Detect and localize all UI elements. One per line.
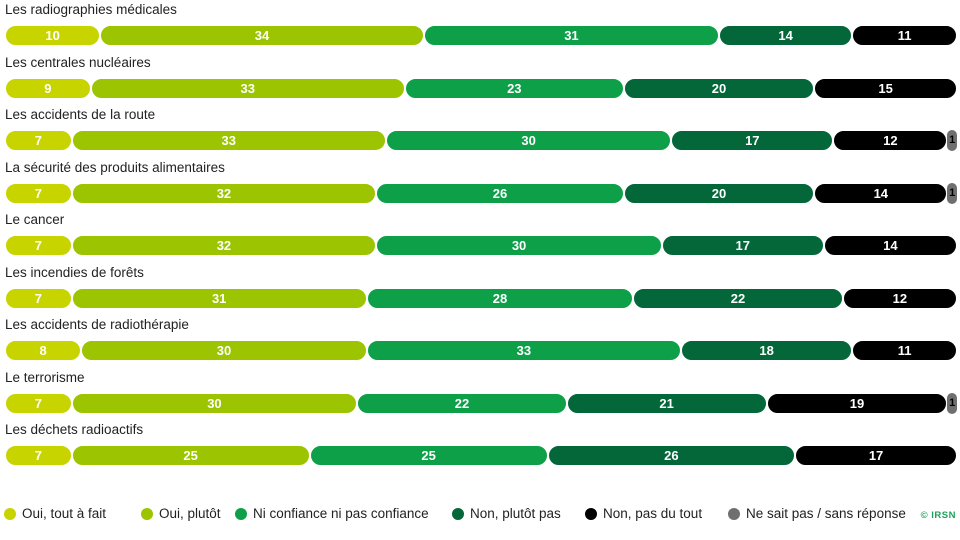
legend-label: Non, plutôt pas bbox=[470, 506, 561, 521]
bar-segment: 28 bbox=[366, 287, 634, 309]
legend-item: Ni confiance ni pas confiance bbox=[235, 506, 429, 521]
bar-segment: 14 bbox=[719, 25, 853, 46]
bar-segment: 7 bbox=[5, 235, 72, 256]
bar-segment: 11 bbox=[852, 340, 957, 361]
bar-segment: 15 bbox=[814, 77, 957, 99]
legend-label: Oui, plutôt bbox=[159, 506, 221, 521]
category-label: Les incendies de forêts bbox=[5, 264, 144, 280]
bar-segment: 17 bbox=[795, 445, 957, 466]
bar-segment: 7 bbox=[5, 392, 72, 414]
bar-segment: 26 bbox=[547, 445, 796, 466]
category-label: Le terrorisme bbox=[5, 369, 85, 385]
bar-segment: 22 bbox=[633, 287, 843, 309]
legend-label: Ne sait pas / sans réponse bbox=[746, 506, 906, 521]
source-credit: © IRSN bbox=[920, 510, 956, 521]
bar-segment: 20 bbox=[623, 77, 815, 99]
legend-item: Non, pas du tout bbox=[585, 506, 702, 521]
legend-swatch bbox=[141, 507, 153, 520]
bar-segment: 11 bbox=[852, 25, 957, 46]
category-label: Les centrales nucléaires bbox=[5, 54, 151, 70]
bar-segment: 7 bbox=[5, 130, 72, 151]
category-label: Les accidents de la route bbox=[5, 107, 156, 122]
bar-segment: 9 bbox=[5, 77, 91, 99]
bar-segment: 25 bbox=[71, 445, 310, 466]
bar-segment: 34 bbox=[100, 25, 424, 46]
bar-segment: 33 bbox=[90, 77, 405, 99]
bar-segment: 20 bbox=[623, 182, 815, 204]
bar-segment: 14 bbox=[814, 182, 948, 204]
category-label: Les accidents de radiothérapie bbox=[5, 317, 189, 332]
legend-label: Oui, tout à fait bbox=[22, 506, 107, 521]
legend-label: Ni confiance ni pas confiance bbox=[253, 506, 429, 521]
bar-segment: 7 bbox=[5, 445, 72, 466]
bar-segment: 7 bbox=[5, 287, 72, 309]
bar-segment: 8 bbox=[5, 340, 82, 361]
bar-segment: 31 bbox=[423, 25, 719, 46]
bar-segment: 31 bbox=[71, 287, 367, 309]
bar-segment: 30 bbox=[71, 392, 358, 414]
legend-swatch bbox=[235, 507, 247, 520]
bar-segment: 32 bbox=[71, 235, 377, 256]
legend-item: Oui, plutôt bbox=[141, 506, 221, 521]
bar-segment: 17 bbox=[661, 235, 824, 256]
bar-segment: 25 bbox=[309, 445, 548, 466]
bar-segment: 30 bbox=[385, 130, 672, 151]
bar-segment: 1 bbox=[947, 130, 957, 151]
legend-swatch bbox=[452, 507, 464, 520]
bar-segment: 17 bbox=[671, 130, 834, 151]
category-label: Le cancer bbox=[5, 212, 65, 227]
bar-segment: 19 bbox=[766, 392, 948, 414]
legend-swatch bbox=[585, 507, 597, 520]
bar-segment: 14 bbox=[823, 235, 957, 256]
legend-swatch bbox=[4, 507, 16, 520]
stacked-bar-chart: Les radiographies médicales 10 34 31 14 11 Les… bbox=[5, 2, 957, 466]
bar-segment: 22 bbox=[357, 392, 567, 414]
category-label: Les radiographies médicales bbox=[5, 2, 177, 17]
legend-item: Ne sait pas / sans réponse bbox=[728, 506, 906, 521]
bar-segment: 10 bbox=[5, 25, 101, 46]
category-label: La sécurité des produits alimentaires bbox=[5, 159, 225, 175]
bar-segment: 1 bbox=[947, 392, 957, 414]
legend-item: Oui, tout à fait bbox=[4, 506, 106, 521]
bar-segment: 30 bbox=[81, 340, 367, 361]
bar-segment: 7 bbox=[5, 182, 72, 204]
category-label: Les déchets radioactifs bbox=[5, 422, 144, 437]
bar-segment: 32 bbox=[71, 182, 377, 204]
bar-segment: 26 bbox=[376, 182, 624, 204]
bar-segment: 18 bbox=[680, 340, 853, 361]
legend-swatch bbox=[728, 507, 740, 520]
bar-segment: 12 bbox=[842, 287, 957, 309]
bar-segment: 21 bbox=[566, 392, 767, 414]
bar-segment: 23 bbox=[404, 77, 624, 99]
bar-segment: 33 bbox=[71, 130, 386, 151]
legend-item: Non, plutôt pas bbox=[452, 506, 561, 521]
chart-legend: Oui, tout à fait Oui, plutôt Ni confiance … bbox=[4, 506, 956, 526]
bar-segment: 33 bbox=[366, 340, 681, 361]
bar-segment: 30 bbox=[376, 235, 662, 256]
legend-label: Non, pas du tout bbox=[603, 506, 703, 521]
bar-segment: 1 bbox=[947, 182, 957, 204]
bar-segment: 12 bbox=[833, 130, 948, 151]
